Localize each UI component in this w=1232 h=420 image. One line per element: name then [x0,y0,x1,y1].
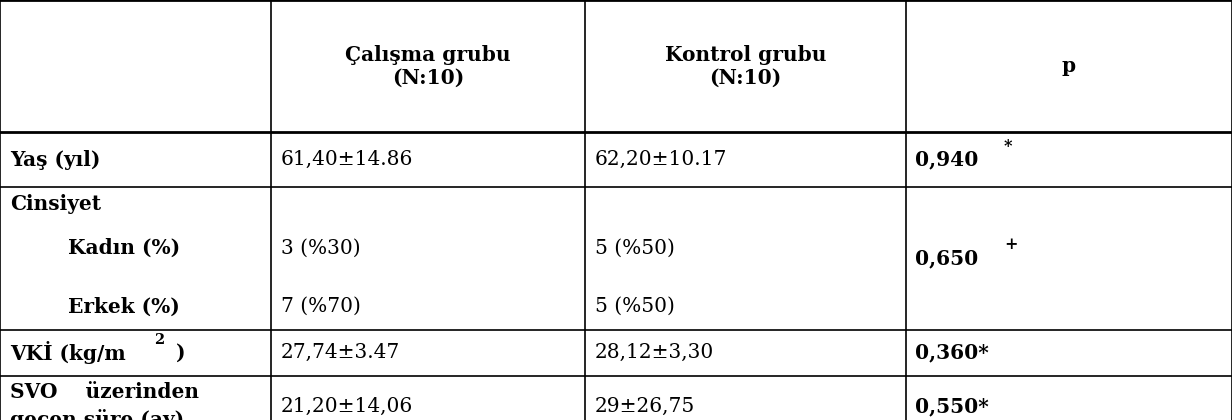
Text: 5 (%50): 5 (%50) [595,297,675,316]
Text: *: * [1004,138,1013,155]
Text: p: p [1062,56,1076,76]
Text: Çalışma grubu
(N:10): Çalışma grubu (N:10) [345,45,511,88]
Text: 7 (%70): 7 (%70) [281,297,361,316]
Text: Kadın (%): Kadın (%) [68,238,180,258]
Text: 27,74±3.47: 27,74±3.47 [281,343,400,362]
Text: 0,360*: 0,360* [915,343,989,363]
Text: 2: 2 [154,333,164,347]
Text: Erkek (%): Erkek (%) [68,297,180,317]
Text: 29±26,75: 29±26,75 [595,396,695,415]
Text: Yaş (yıl): Yaş (yıl) [10,150,100,170]
Text: Kontrol grubu
(N:10): Kontrol grubu (N:10) [664,45,827,88]
Text: 0,940: 0,940 [915,150,978,170]
Text: ): ) [176,343,186,363]
Text: 0,550*: 0,550* [915,396,989,416]
Text: geçen süre (ay): geçen süre (ay) [10,410,184,420]
Text: 0,650: 0,650 [915,248,978,268]
Text: 21,20±14,06: 21,20±14,06 [281,396,413,415]
Text: SVO    üzerinden: SVO üzerinden [10,382,198,402]
Text: +: + [1004,236,1018,253]
Text: 28,12±3,30: 28,12±3,30 [595,343,715,362]
Text: 62,20±10.17: 62,20±10.17 [595,150,727,169]
Text: 5 (%50): 5 (%50) [595,238,675,257]
Text: Cinsiyet: Cinsiyet [10,194,101,214]
Text: 3 (%30): 3 (%30) [281,238,361,257]
Text: 61,40±14.86: 61,40±14.86 [281,150,413,169]
Text: VKİ (kg/m: VKİ (kg/m [10,341,126,364]
